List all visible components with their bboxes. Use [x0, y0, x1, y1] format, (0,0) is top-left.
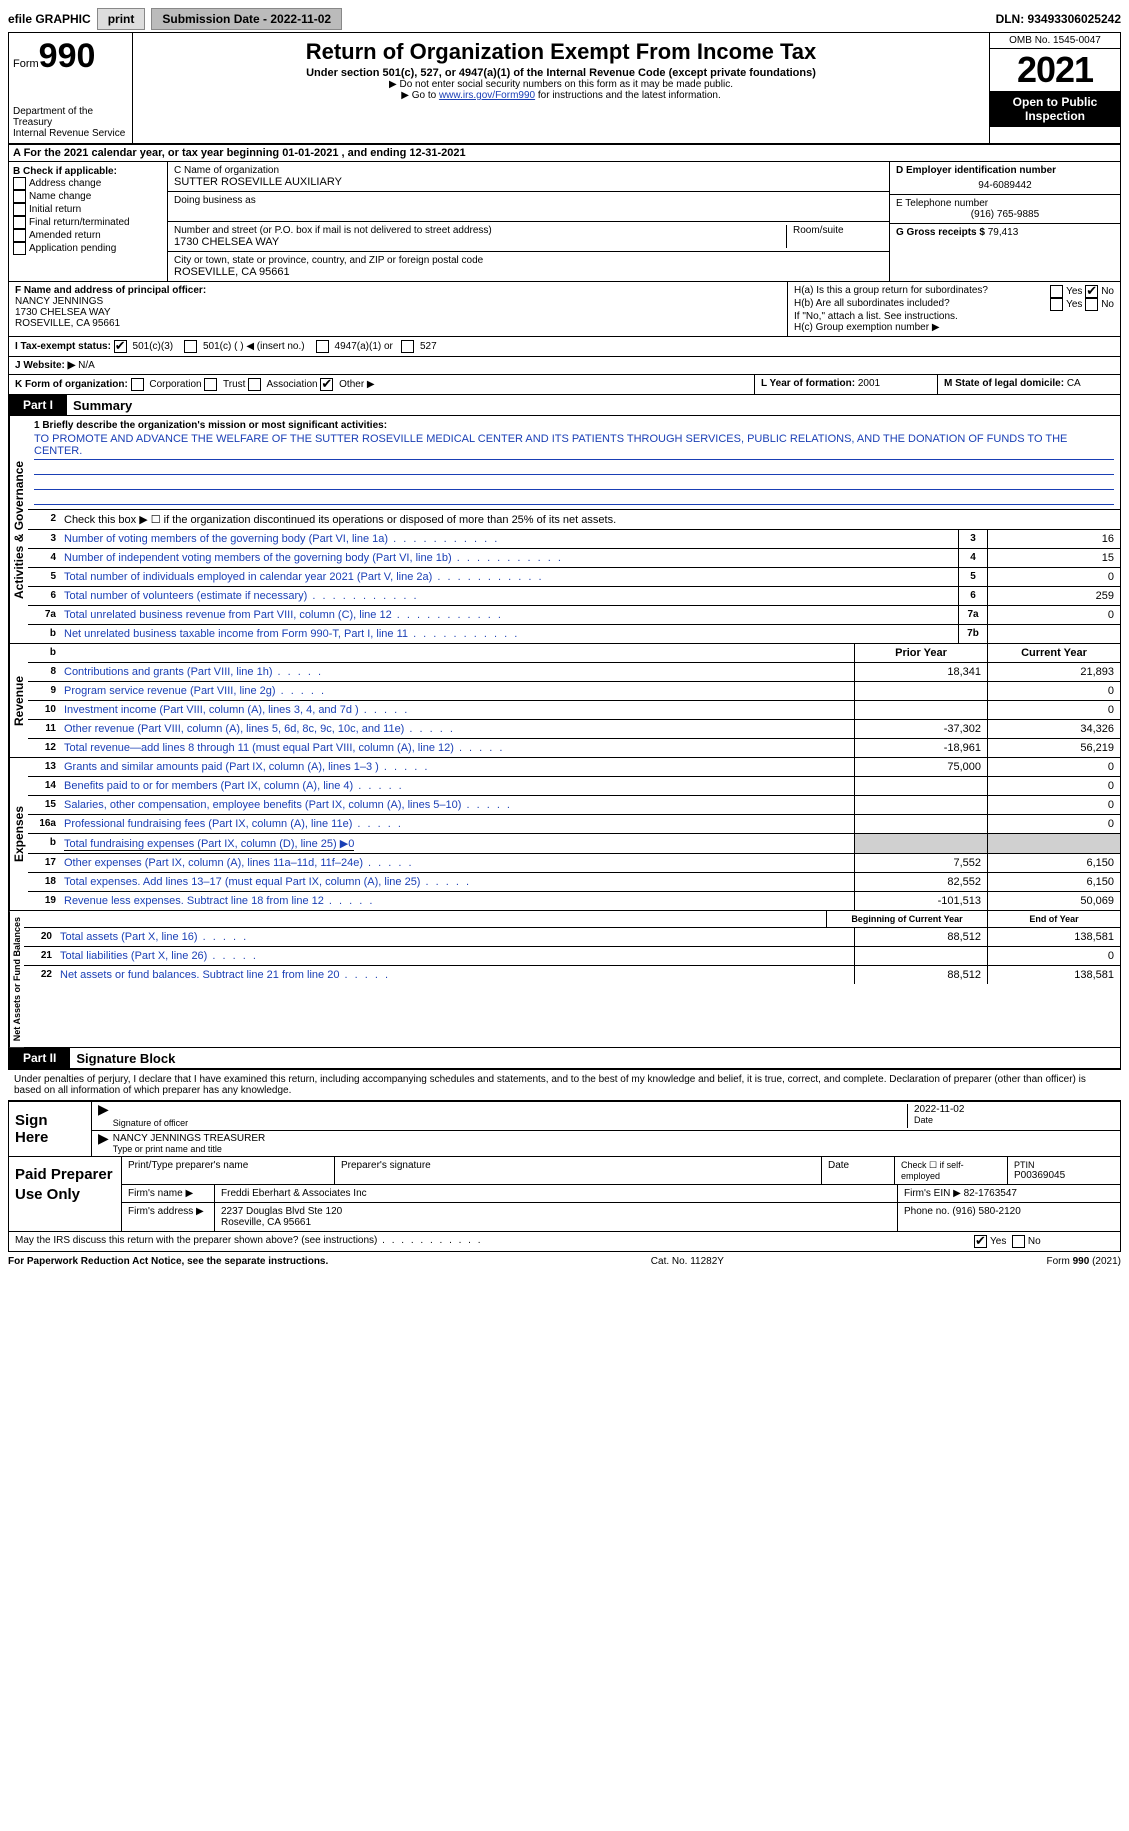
open-public-badge: Open to Public Inspection	[990, 91, 1120, 127]
summary-row: 20 Total assets (Part X, line 16) 88,512…	[24, 928, 1120, 947]
summary-row: 10 Investment income (Part VIII, column …	[28, 701, 1120, 720]
summary-row: b Net unrelated business taxable income …	[28, 625, 1120, 643]
expenses-section: Expenses 13 Grants and similar amounts p…	[8, 758, 1121, 911]
col-d-ein-phone: D Employer identification number 94-6089…	[890, 162, 1120, 281]
checkbox-discuss-yes[interactable]	[974, 1235, 987, 1248]
form-header: Form990 Department of the Treasury Inter…	[8, 32, 1121, 145]
checkbox-assoc[interactable]	[248, 378, 261, 391]
checkbox-corp[interactable]	[131, 378, 144, 391]
activities-governance-section: Activities & Governance 1 Briefly descri…	[8, 416, 1121, 644]
form-subtitle-2: ▶ Do not enter social security numbers o…	[137, 79, 985, 90]
summary-row: 11 Other revenue (Part VIII, column (A),…	[28, 720, 1120, 739]
form-title: Return of Organization Exempt From Incom…	[137, 39, 985, 65]
col-b-checkboxes: B Check if applicable: Address change Na…	[9, 162, 168, 281]
signer-name: NANCY JENNINGS TREASURER	[113, 1133, 265, 1144]
firm-phone: (916) 580-2120	[952, 1206, 1020, 1217]
firm-ein: 82-1763547	[964, 1188, 1017, 1199]
checkbox-amended[interactable]	[13, 229, 26, 242]
summary-row: b Total fundraising expenses (Part IX, c…	[28, 834, 1120, 854]
summary-row: 9 Program service revenue (Part VIII, li…	[28, 682, 1120, 701]
dept-label: Department of the Treasury	[13, 106, 128, 128]
org-address: 1730 CHELSEA WAY	[174, 236, 786, 248]
gross-receipts: 79,413	[988, 227, 1019, 238]
part-1-bar: Part I Summary	[8, 395, 1121, 416]
tax-year: 2021	[990, 49, 1120, 91]
ein-value: 94-6089442	[896, 176, 1114, 191]
checkbox-discuss-no[interactable]	[1012, 1235, 1025, 1248]
summary-row: 14 Benefits paid to or for members (Part…	[28, 777, 1120, 796]
section-fh: F Name and address of principal officer:…	[8, 282, 1121, 337]
signature-declaration: Under penalties of perjury, I declare th…	[8, 1070, 1121, 1100]
checkbox-ha-yes[interactable]	[1050, 285, 1063, 298]
arrow-icon: ▶	[98, 1104, 109, 1128]
summary-row: 13 Grants and similar amounts paid (Part…	[28, 758, 1120, 777]
checkbox-application-pending[interactable]	[13, 242, 26, 255]
checkbox-other[interactable]	[320, 378, 333, 391]
checkbox-501c3[interactable]	[114, 340, 127, 353]
summary-row: 18 Total expenses. Add lines 13–17 (must…	[28, 873, 1120, 892]
irs-label: Internal Revenue Service	[13, 128, 128, 139]
net-assets-section: Net Assets or Fund Balances Beginning of…	[8, 911, 1121, 1048]
org-name: SUTTER ROSEVILLE AUXILIARY	[174, 176, 883, 188]
firm-name: Freddi Eberhart & Associates Inc	[215, 1185, 898, 1202]
ptin-value: P00369045	[1014, 1170, 1114, 1181]
discuss-row: May the IRS discuss this return with the…	[8, 1232, 1121, 1252]
topbar: efile GRAPHIC print Submission Date - 20…	[8, 8, 1121, 30]
form-subtitle-3: ▶ Go to www.irs.gov/Form990 for instruct…	[137, 90, 985, 101]
summary-row: 7a Total unrelated business revenue from…	[28, 606, 1120, 625]
checkbox-final-return[interactable]	[13, 216, 26, 229]
checkbox-hb-yes[interactable]	[1050, 298, 1063, 311]
summary-row: 5 Total number of individuals employed i…	[28, 568, 1120, 587]
col-h-group: H(a) Is this a group return for subordin…	[788, 282, 1120, 336]
form-number: Form990	[13, 37, 128, 76]
submission-date: Submission Date - 2022-11-02	[151, 8, 342, 30]
checkbox-501c[interactable]	[184, 340, 197, 353]
checkbox-trust[interactable]	[204, 378, 217, 391]
row-a-calendar-year: A For the 2021 calendar year, or tax yea…	[8, 145, 1121, 162]
mission-text: TO PROMOTE AND ADVANCE THE WELFARE OF TH…	[34, 431, 1114, 460]
section-bcd: B Check if applicable: Address change Na…	[8, 162, 1121, 282]
row-klm: K Form of organization: Corporation Trus…	[8, 375, 1121, 395]
print-button[interactable]: print	[97, 8, 146, 30]
summary-row: 21 Total liabilities (Part X, line 26) 0	[24, 947, 1120, 966]
paid-preparer-block: Paid Preparer Use Only Print/Type prepar…	[8, 1157, 1121, 1232]
part-2-bar: Part II Signature Block	[8, 1048, 1121, 1070]
summary-row: 8 Contributions and grants (Part VIII, l…	[28, 663, 1120, 682]
checkbox-address-change[interactable]	[13, 177, 26, 190]
phone-value: (916) 765-9885	[896, 209, 1114, 220]
sign-here-block: Sign Here ▶ Signature of officer 2022-11…	[8, 1100, 1121, 1157]
summary-row: 4 Number of independent voting members o…	[28, 549, 1120, 568]
checkbox-name-change[interactable]	[13, 190, 26, 203]
summary-row: 6 Total number of volunteers (estimate i…	[28, 587, 1120, 606]
summary-row: 19 Revenue less expenses. Subtract line …	[28, 892, 1120, 910]
form990-link[interactable]: www.irs.gov/Form990	[439, 90, 535, 101]
checkbox-ha-no[interactable]	[1085, 285, 1098, 298]
officer-name: NANCY JENNINGS	[15, 296, 781, 307]
org-city: ROSEVILLE, CA 95661	[174, 266, 883, 278]
arrow-icon: ▶	[98, 1133, 109, 1154]
year-formation: 2001	[858, 378, 880, 389]
col-c-org-info: C Name of organization SUTTER ROSEVILLE …	[168, 162, 890, 281]
checkbox-527[interactable]	[401, 340, 414, 353]
dln-label: DLN: 93493306025242	[996, 12, 1121, 26]
summary-row: 16a Professional fundraising fees (Part …	[28, 815, 1120, 834]
summary-row: 12 Total revenue—add lines 8 through 11 …	[28, 739, 1120, 757]
efile-label: efile GRAPHIC	[8, 12, 91, 26]
revenue-section: Revenue b Prior Year Current Year 8 Cont…	[8, 644, 1121, 758]
col-f-officer: F Name and address of principal officer:…	[9, 282, 788, 336]
page-footer: For Paperwork Reduction Act Notice, see …	[8, 1252, 1121, 1267]
form-subtitle-1: Under section 501(c), 527, or 4947(a)(1)…	[137, 67, 985, 79]
row-i-tax-status: I Tax-exempt status: 501(c)(3) 501(c) ( …	[8, 337, 1121, 357]
state-domicile: CA	[1067, 378, 1081, 389]
checkbox-initial-return[interactable]	[13, 203, 26, 216]
summary-row: 3 Number of voting members of the govern…	[28, 530, 1120, 549]
checkbox-hb-no[interactable]	[1085, 298, 1098, 311]
summary-row: 17 Other expenses (Part IX, column (A), …	[28, 854, 1120, 873]
omb-number: OMB No. 1545-0047	[990, 33, 1120, 49]
row-j-website: J Website: ▶ N/A	[8, 357, 1121, 375]
signature-date: 2022-11-02	[914, 1104, 1114, 1115]
summary-row: 22 Net assets or fund balances. Subtract…	[24, 966, 1120, 984]
checkbox-4947[interactable]	[316, 340, 329, 353]
summary-row: 15 Salaries, other compensation, employe…	[28, 796, 1120, 815]
